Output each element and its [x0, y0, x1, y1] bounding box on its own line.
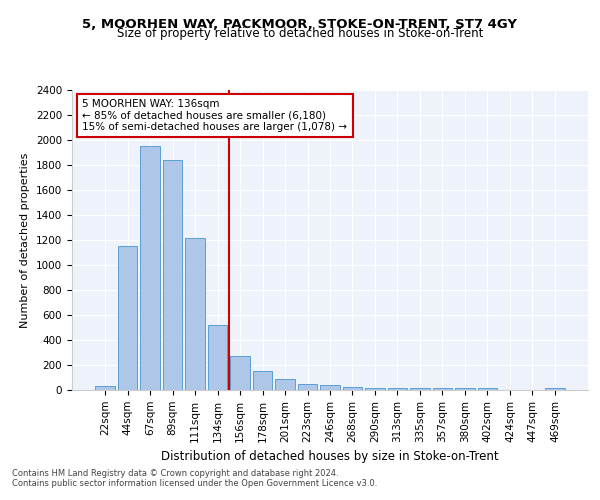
Text: Contains public sector information licensed under the Open Government Licence v3: Contains public sector information licen… [12, 478, 377, 488]
Bar [253, 370, 272, 390]
Bar [343, 387, 362, 390]
Bar [230, 356, 250, 390]
Bar [298, 384, 317, 390]
X-axis label: Distribution of detached houses by size in Stoke-on-Trent: Distribution of detached houses by size … [161, 450, 499, 463]
Text: 5 MOORHEN WAY: 136sqm
← 85% of detached houses are smaller (6,180)
15% of semi-d: 5 MOORHEN WAY: 136sqm ← 85% of detached … [82, 99, 347, 132]
Bar [208, 325, 227, 390]
Bar [140, 146, 160, 390]
Bar [478, 388, 497, 390]
Bar [365, 388, 385, 390]
Text: Contains HM Land Registry data © Crown copyright and database right 2024.: Contains HM Land Registry data © Crown c… [12, 468, 338, 477]
Bar [388, 388, 407, 390]
Bar [118, 246, 137, 390]
Bar [95, 386, 115, 390]
Text: 5, MOORHEN WAY, PACKMOOR, STOKE-ON-TRENT, ST7 4GY: 5, MOORHEN WAY, PACKMOOR, STOKE-ON-TRENT… [83, 18, 517, 30]
Bar [185, 238, 205, 390]
Text: Size of property relative to detached houses in Stoke-on-Trent: Size of property relative to detached ho… [117, 28, 483, 40]
Bar [410, 388, 430, 390]
Bar [545, 388, 565, 390]
Bar [163, 160, 182, 390]
Bar [433, 388, 452, 390]
Y-axis label: Number of detached properties: Number of detached properties [20, 152, 31, 328]
Bar [455, 388, 475, 390]
Bar [275, 380, 295, 390]
Bar [320, 385, 340, 390]
